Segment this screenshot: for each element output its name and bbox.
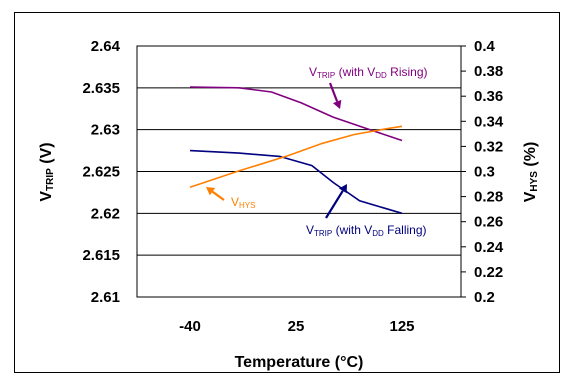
y-left-tick-label: 2.615 [82,247,120,264]
x-tick-label: -40 [179,318,201,335]
y-right-tick-label: 0.36 [474,88,503,105]
y-right-tick-label: 0.28 [474,189,503,206]
y-right-tick-label: 0.34 [474,113,504,130]
annotation-hys: VHYS [231,195,255,210]
y-left-tick-label: 2.635 [82,80,120,97]
series-line-rising [189,86,403,142]
y-right-tick-label: 0.26 [474,214,503,231]
y-right-tick-label: 0.3 [474,164,495,181]
tick-labels: 2.64 2.635 2.63 2.625 2.62 2.615 2.61 0.4 0.38 0.… [82,38,503,335]
y-right-tick-label: 0.32 [474,138,503,155]
series-line-falling [189,149,403,215]
chart-frame [14,12,560,373]
series-line-hys [189,125,403,188]
series-lines [189,86,403,215]
arrow-falling [325,184,347,219]
y-right-tick-label: 0.24 [474,239,504,256]
y-left-tick-label: 2.63 [91,122,120,139]
y-left-tick-label: 2.64 [91,38,121,55]
arrow-rising [328,82,342,109]
annotation-rising: VTRIP (with VDD Rising) [309,65,428,80]
x-tick-label: 25 [288,318,305,335]
y-right-tick-label: 0.38 [474,63,503,80]
arrow-hys [206,187,225,201]
x-axis-label: Temperature (°C) [235,354,364,371]
annotations: VTRIP (with VDD Rising) VTRIP (with VDD F… [231,65,428,238]
y-left-tick-label: 2.62 [91,205,120,222]
y-right-tick-label: 0.4 [474,38,496,55]
y-axis-left-label: VTRIP (V) [38,142,56,201]
x-tick-label: 125 [389,318,414,335]
annotation-falling: VTRIP (with VDD Falling) [306,223,427,238]
y-axis-right-label: VHYS (%) [522,142,540,203]
grid-lines [137,87,461,256]
y-left-tick-label: 2.625 [82,164,120,181]
annotation-arrows [206,82,347,219]
y-right-tick-label: 0.22 [474,264,503,281]
y-left-tick-label: 2.61 [91,289,120,306]
y-right-tick-label: 0.2 [474,289,495,306]
